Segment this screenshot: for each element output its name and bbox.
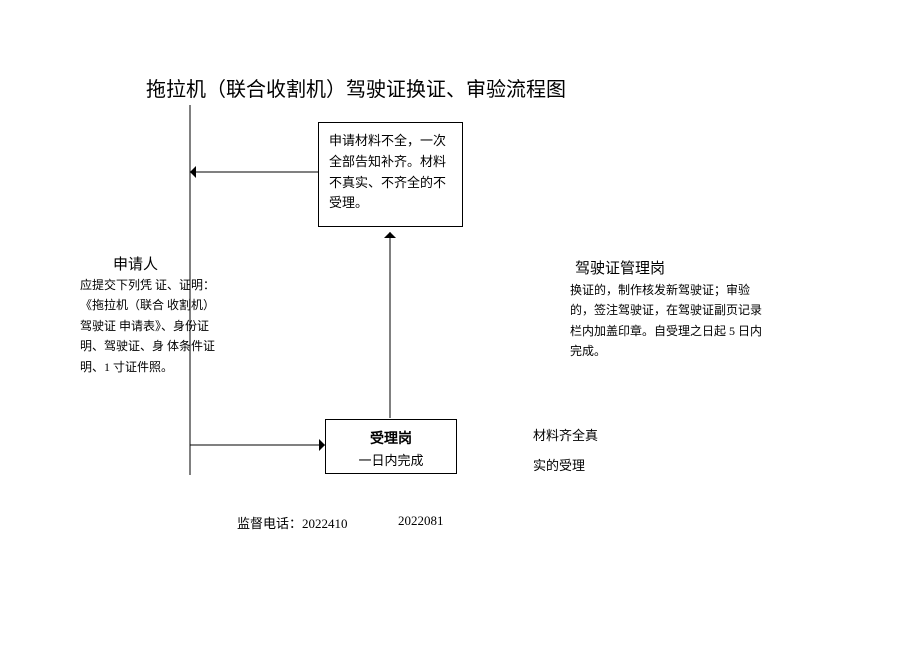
acceptance-title: 受理岗 xyxy=(336,428,446,448)
manager-heading: 驾驶证管理岗 xyxy=(575,257,665,278)
acceptance-box: 受理岗 一日内完成 xyxy=(325,419,457,474)
rejection-box: 申请材料不全，一次全部告知补齐。材料不真实、不齐全的不受理。 xyxy=(318,122,463,227)
applicant-heading: 申请人 xyxy=(113,253,158,274)
acceptance-subtitle: 一日内完成 xyxy=(336,450,446,469)
manager-body: 换证的，制作核发新驾驶证；审验的，签注驾驶证，在驾驶证副页记录栏内加盖印章。自受… xyxy=(570,280,770,362)
applicant-body: 应提交下列凭 证、证明： 《拖拉机（联合 收割机）驾驶证 申请表》、身份证 明、… xyxy=(80,275,220,377)
side-note-line2: 实的受理 xyxy=(533,455,585,477)
footer-number2: 2022081 xyxy=(398,513,444,529)
page-title: 拖拉机（联合收割机）驾驶证换证、审验流程图 xyxy=(146,73,566,102)
footer-label: 监督电话：2022410 xyxy=(237,513,348,532)
side-note-line1: 材料齐全真 xyxy=(533,425,598,447)
rejection-text: 申请材料不全，一次全部告知补齐。材料不真实、不齐全的不受理。 xyxy=(329,131,452,214)
